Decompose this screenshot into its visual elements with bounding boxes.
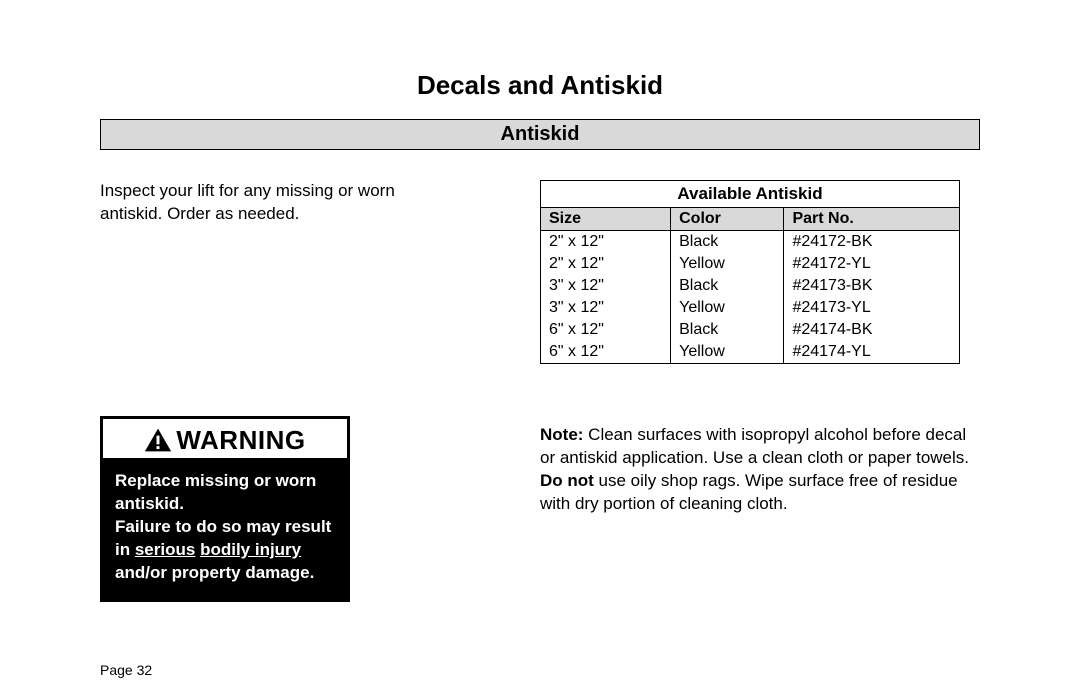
note-label: Note: [540, 425, 583, 444]
note-donot: Do not [540, 471, 594, 490]
cell-size: 2" x 12" [541, 231, 671, 254]
section-header: Antiskid [100, 119, 980, 150]
table-row: 2" x 12" Black #24172-BK [541, 231, 960, 254]
col-size: Size [541, 208, 671, 231]
warning-line2b: and/or property damage. [115, 563, 314, 582]
warning-triangle-icon [144, 427, 172, 453]
cell-size: 6" x 12" [541, 319, 671, 341]
right-column: Available Antiskid Size Color Part No. 2… [540, 180, 980, 602]
page-title: Decals and Antiskid [100, 70, 980, 101]
warning-box: WARNING Replace missing or worn antiskid… [100, 416, 350, 602]
cell-color: Black [671, 275, 784, 297]
page-number: Page 32 [100, 662, 152, 678]
cell-partno: #24172-BK [784, 231, 960, 254]
table-row: 3" x 12" Black #24173-BK [541, 275, 960, 297]
warning-line1: Replace missing or worn antiskid. [115, 471, 316, 513]
antiskid-table: Available Antiskid Size Color Part No. 2… [540, 180, 960, 364]
content-columns: Inspect your lift for any missing or wor… [100, 180, 980, 602]
cell-partno: #24174-YL [784, 341, 960, 364]
warning-title: WARNING [176, 425, 305, 456]
cell-color: Black [671, 319, 784, 341]
table-row: 3" x 12" Yellow #24173-YL [541, 297, 960, 319]
cell-color: Black [671, 231, 784, 254]
table-row: 6" x 12" Yellow #24174-YL [541, 341, 960, 364]
warning-serious: serious [135, 540, 195, 559]
note-text2: use oily shop rags. Wipe surface free of… [540, 471, 958, 513]
cell-partno: #24173-BK [784, 275, 960, 297]
cell-color: Yellow [671, 341, 784, 364]
cell-partno: #24172-YL [784, 253, 960, 275]
table-row: 6" x 12" Black #24174-BK [541, 319, 960, 341]
col-color: Color [671, 208, 784, 231]
cell-size: 6" x 12" [541, 341, 671, 364]
note-block: Note: Clean surfaces with isopropyl alco… [540, 424, 980, 516]
cell-color: Yellow [671, 297, 784, 319]
table-row: 2" x 12" Yellow #24172-YL [541, 253, 960, 275]
cell-color: Yellow [671, 253, 784, 275]
instruction-text: Inspect your lift for any missing or wor… [100, 180, 420, 226]
cell-size: 3" x 12" [541, 297, 671, 319]
cell-size: 3" x 12" [541, 275, 671, 297]
table-caption: Available Antiskid [541, 181, 960, 208]
warning-header: WARNING [103, 419, 347, 458]
warning-body: Replace missing or worn antiskid. Failur… [103, 460, 347, 599]
warning-injury: bodily injury [200, 540, 301, 559]
col-partno: Part No. [784, 208, 960, 231]
cell-partno: #24174-BK [784, 319, 960, 341]
cell-size: 2" x 12" [541, 253, 671, 275]
note-text1: Clean surfaces with isopropyl alcohol be… [540, 425, 969, 467]
document-page: Decals and Antiskid Antiskid Inspect you… [0, 0, 1080, 632]
cell-partno: #24173-YL [784, 297, 960, 319]
left-column: Inspect your lift for any missing or wor… [100, 180, 420, 602]
